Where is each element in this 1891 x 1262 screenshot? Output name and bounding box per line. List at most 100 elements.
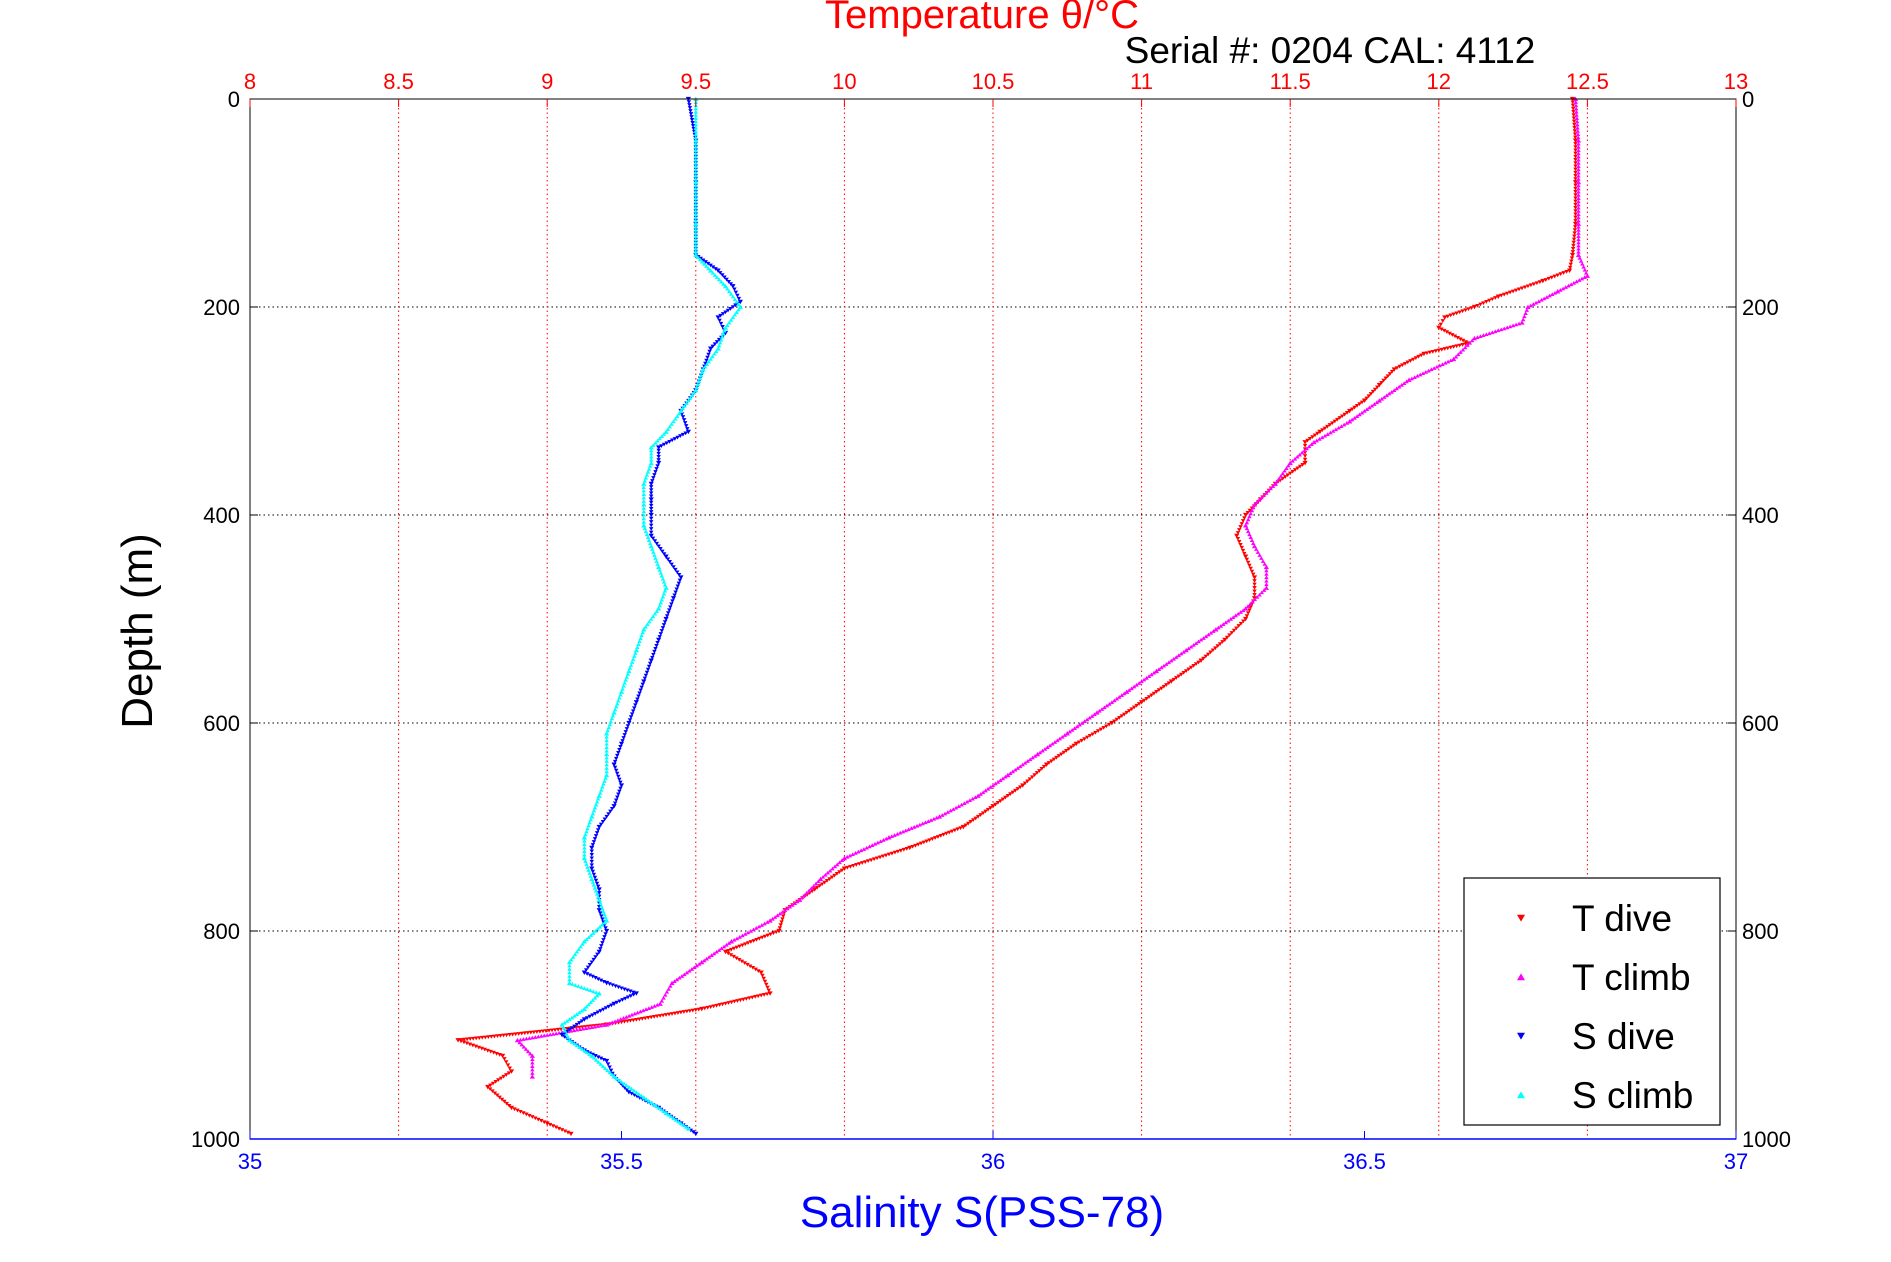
sample-marker <box>898 830 903 835</box>
sample-marker <box>640 630 645 635</box>
sample-marker <box>956 804 962 808</box>
data-point <box>581 970 587 975</box>
sample-marker <box>675 584 680 589</box>
sample-marker <box>629 712 635 717</box>
sample-marker <box>1288 471 1293 476</box>
sample-marker <box>1375 385 1380 390</box>
sample-marker <box>594 891 600 896</box>
data-point <box>604 928 610 934</box>
data-point <box>1540 278 1546 284</box>
sample-marker <box>1569 259 1574 264</box>
sample-marker <box>646 1006 652 1010</box>
data-point <box>693 138 699 143</box>
sample-marker <box>1389 369 1395 374</box>
sample-marker <box>649 507 654 511</box>
sample-marker <box>1003 774 1008 779</box>
sample-marker <box>1104 724 1109 729</box>
sample-marker <box>1270 484 1276 488</box>
sample-marker <box>1181 649 1186 654</box>
sample-marker <box>1463 340 1469 344</box>
sample-marker <box>1196 639 1201 644</box>
sample-marker <box>1164 683 1169 687</box>
sample-marker <box>628 715 634 720</box>
sample-marker <box>591 840 597 844</box>
sample-marker <box>1055 738 1060 743</box>
sample-marker <box>966 821 971 826</box>
sample-marker <box>1429 367 1434 372</box>
sample-marker <box>1259 495 1264 500</box>
sample-marker <box>1201 636 1206 640</box>
sample-marker <box>1008 771 1013 776</box>
sample-marker <box>595 796 601 801</box>
chart-subtitle: Serial #: 0204 CAL: 4112 <box>1125 30 1536 71</box>
temperature-tick-label: 10 <box>832 69 856 94</box>
data-point <box>529 1074 535 1079</box>
data-point <box>604 1022 610 1027</box>
data-point <box>728 939 735 944</box>
sample-marker <box>1242 551 1247 556</box>
sample-marker <box>1572 234 1577 239</box>
sample-marker <box>1216 625 1221 630</box>
sample-marker <box>693 151 698 156</box>
sample-marker <box>714 340 720 344</box>
data-point <box>1168 679 1174 684</box>
sample-marker <box>693 170 698 175</box>
sample-marker <box>673 590 678 595</box>
sample-marker <box>751 939 756 943</box>
sample-marker <box>745 962 750 967</box>
sample-marker <box>1467 340 1473 345</box>
sample-marker <box>602 935 607 939</box>
sample-marker <box>600 941 605 945</box>
sample-marker <box>1302 457 1308 462</box>
sample-marker <box>1576 164 1581 168</box>
sample-marker <box>1582 275 1587 279</box>
sample-marker <box>721 281 726 286</box>
sample-marker <box>1235 611 1241 616</box>
sample-marker <box>524 1036 529 1041</box>
sample-marker <box>594 993 600 998</box>
sample-marker <box>701 258 706 263</box>
sample-marker <box>628 994 633 998</box>
sample-marker <box>661 579 667 584</box>
sample-marker <box>1089 714 1095 718</box>
sample-marker <box>1191 664 1196 668</box>
sample-marker <box>1573 158 1578 162</box>
data-point <box>663 585 669 590</box>
data-point <box>633 700 639 705</box>
sample-marker <box>861 847 867 851</box>
sample-marker <box>1244 614 1250 619</box>
data-point <box>767 918 773 923</box>
sample-marker <box>572 952 578 957</box>
sample-marker <box>1330 429 1336 433</box>
sample-marker <box>626 1013 632 1018</box>
sample-marker <box>515 1108 520 1113</box>
sample-marker <box>570 982 575 986</box>
sample-marker <box>649 516 654 521</box>
sample-marker <box>728 292 734 296</box>
data-point <box>618 783 625 788</box>
sample-marker <box>1032 773 1037 777</box>
y-tick-label-left: 600 <box>203 711 240 736</box>
sample-marker <box>1282 468 1287 473</box>
sample-marker <box>589 960 594 965</box>
sample-marker <box>725 308 731 313</box>
sample-marker <box>1248 601 1253 606</box>
sample-marker <box>1259 590 1265 595</box>
sample-marker <box>980 811 986 816</box>
sample-marker <box>513 1032 518 1037</box>
sample-marker <box>958 826 963 831</box>
sample-marker <box>1466 307 1471 312</box>
sample-marker <box>574 1043 580 1048</box>
sample-marker <box>649 520 654 524</box>
sample-marker <box>655 464 660 468</box>
sample-marker <box>622 680 627 685</box>
sample-marker <box>628 663 634 667</box>
salinity-tick-label: 36 <box>981 1149 1005 1174</box>
sample-marker <box>687 103 692 107</box>
sample-marker <box>1097 708 1102 713</box>
sample-marker <box>1516 287 1522 292</box>
sample-marker <box>622 733 627 737</box>
sample-marker <box>688 396 693 400</box>
sample-marker <box>624 727 630 731</box>
sample-marker <box>1573 154 1578 159</box>
